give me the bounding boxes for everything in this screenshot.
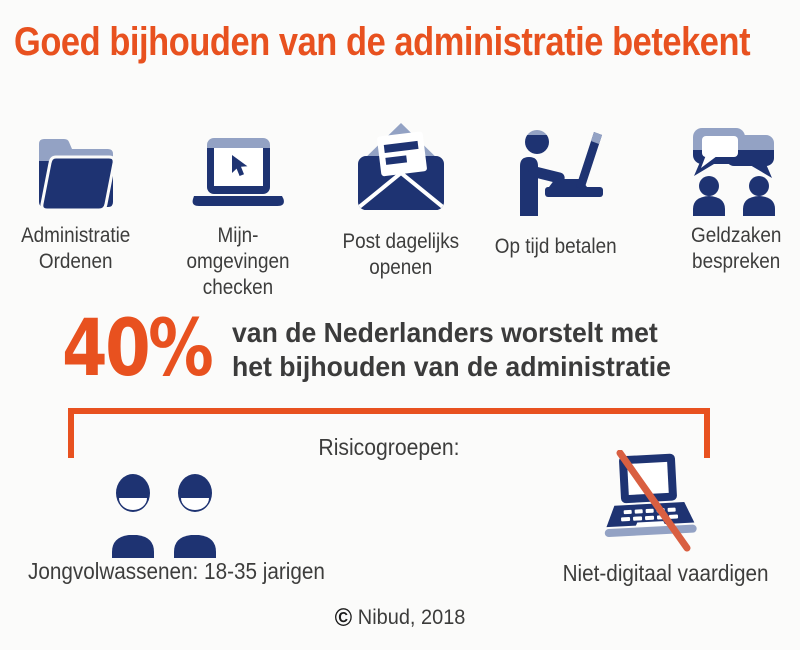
- open-folder-icon: [26, 112, 126, 216]
- statistic-value: 40%: [62, 304, 214, 394]
- page-title: Goed bijhouden van de administratie bete…: [14, 20, 751, 64]
- action-item-op-tijd-betalen: Op tijd betalen: [480, 112, 632, 260]
- action-label: Mijn-omgevingen checken: [186, 224, 290, 299]
- credit-text: Nibud, 2018: [357, 606, 466, 629]
- footer-credit: © Nibud, 2018: [20, 604, 780, 633]
- risk-heading: Risicogroepen:: [318, 434, 460, 460]
- risk-label-niet-digitaal: Niet-digitaal vaardigen: [562, 560, 769, 586]
- open-envelope-icon: [345, 112, 457, 216]
- action-label: Op tijd betalen: [495, 235, 617, 258]
- risk-label-jongvolwassenen: Jongvolwassenen: 18-35 jarigen: [28, 558, 325, 584]
- action-item-mijn-omgevingen-checken: Mijn-omgevingen checken: [160, 112, 316, 301]
- conversation-icon: [680, 112, 792, 216]
- action-item-geldzaken-bespreken: Geldzaken bespreken: [660, 112, 800, 275]
- crossed-laptop-icon: [592, 449, 702, 559]
- action-label: Geldzaken bespreken: [690, 224, 782, 273]
- copyright-icon: ©: [334, 604, 353, 632]
- action-label: Post dagelijks openen: [342, 230, 460, 279]
- person-at-computer-icon: [497, 112, 615, 216]
- action-item-post-dagelijks-openen: Post dagelijks openen: [328, 112, 474, 281]
- risk-bracket: Risicogroepen:: [68, 408, 710, 460]
- action-item-administratie-ordenen: Administratie Ordenen: [2, 112, 150, 275]
- laptop-cursor-icon: [183, 112, 293, 216]
- two-people-icon: [95, 468, 237, 563]
- action-label: Administratie Ordenen: [21, 224, 131, 273]
- statistic-description: van de Nederlanders worstelt met het bij…: [232, 317, 671, 382]
